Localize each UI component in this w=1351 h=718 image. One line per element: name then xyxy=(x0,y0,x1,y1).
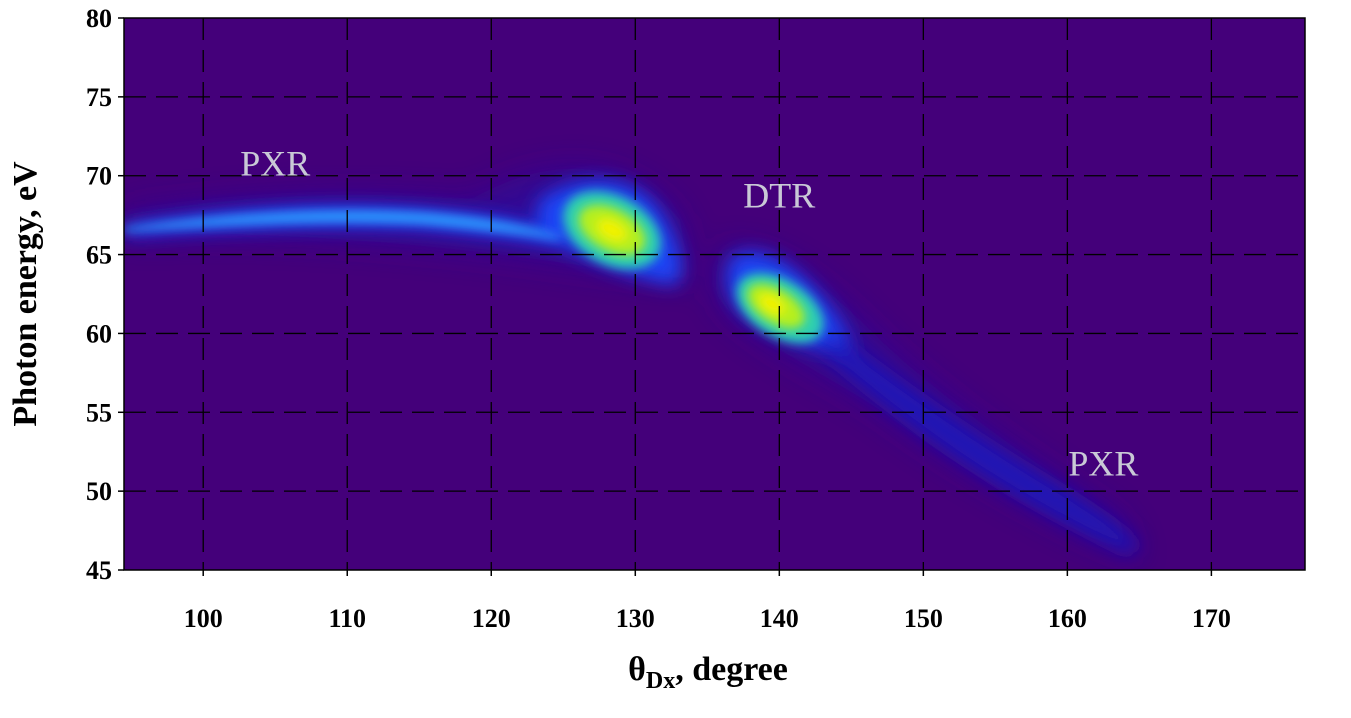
y-tick-label: 75 xyxy=(86,83,112,112)
pxr-tail-right xyxy=(820,330,1140,555)
annotations: PXR DTR PXR xyxy=(240,144,1138,484)
annotation-label: PXR xyxy=(1068,443,1138,483)
plot-background xyxy=(124,18,1305,570)
y-tick-label: 65 xyxy=(86,241,112,270)
peak-core-140 xyxy=(759,293,785,315)
y-tick-label: 45 xyxy=(86,556,112,585)
annotation-label: PXR xyxy=(240,144,310,184)
x-axis-title-unit: , degree xyxy=(675,651,788,688)
annotation-label: DTR xyxy=(743,175,815,215)
x-tick-label: 150 xyxy=(904,604,943,633)
x-axis-title-symbol: θ xyxy=(628,651,646,688)
y-tick-label: 60 xyxy=(86,319,112,348)
x-axis-title-subscript: Dx xyxy=(646,668,675,694)
peak-core-130 xyxy=(597,219,627,241)
x-tick-label: 130 xyxy=(616,604,655,633)
x-tick-label: 110 xyxy=(328,604,366,633)
x-axis-title: θDx, degree xyxy=(628,651,788,694)
y-tick-label: 55 xyxy=(86,398,112,427)
pxr-band-core xyxy=(124,210,560,240)
y-axis-ticks: 45 50 55 60 65 70 75 80 xyxy=(86,4,124,585)
grid-lines xyxy=(124,18,1305,570)
plot-area xyxy=(123,17,1306,571)
y-axis-title: Photon energy, eV xyxy=(7,161,44,427)
x-tick-label: 170 xyxy=(1192,604,1231,633)
x-tick-label: 100 xyxy=(184,604,223,633)
y-tick-label: 50 xyxy=(86,477,112,506)
plot-border xyxy=(123,17,1306,571)
x-tick-label: 140 xyxy=(760,604,799,633)
x-tick-label: 120 xyxy=(472,604,511,633)
intensity-field xyxy=(124,168,1140,560)
x-tick-label: 160 xyxy=(1048,604,1087,633)
y-tick-label: 80 xyxy=(86,4,112,33)
y-tick-label: 70 xyxy=(86,162,112,191)
x-axis-ticks: 100 110 120 130 140 150 160 170 xyxy=(184,570,1231,633)
